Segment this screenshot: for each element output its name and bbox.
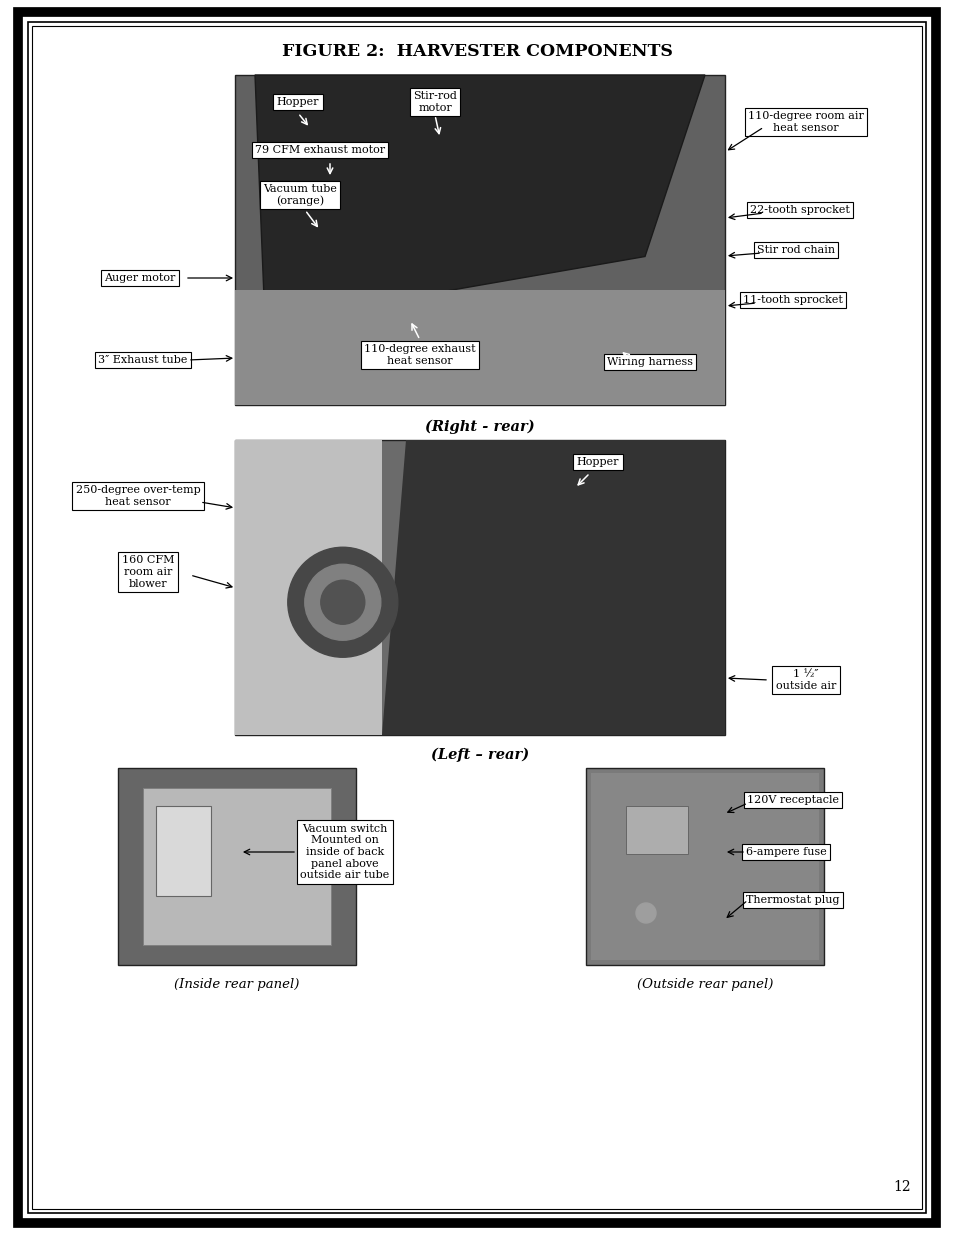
Text: (Inside rear panel): (Inside rear panel) [174, 978, 299, 990]
Text: Auger motor: Auger motor [104, 273, 175, 283]
Text: 3″ Exhaust tube: 3″ Exhaust tube [98, 354, 188, 366]
Bar [234, 440, 381, 735]
Text: 110-degree exhaust
heat sensor: 110-degree exhaust heat sensor [364, 345, 476, 366]
Bar [118, 768, 355, 965]
Bar [156, 806, 211, 897]
Text: Vacuum tube
(orange): Vacuum tube (orange) [263, 184, 336, 206]
Text: Stir rod chain: Stir rod chain [756, 245, 834, 254]
Text: FIGURE 2:  HARVESTER COMPONENTS: FIGURE 2: HARVESTER COMPONENTS [281, 43, 672, 61]
Text: Thermostat plug: Thermostat plug [745, 895, 839, 905]
Text: (Left – rear): (Left – rear) [431, 748, 529, 762]
Polygon shape [381, 440, 724, 735]
Text: Wiring harness: Wiring harness [606, 357, 692, 367]
Text: 120V receptacle: 120V receptacle [746, 795, 838, 805]
Text: Hopper: Hopper [577, 457, 618, 467]
Polygon shape [254, 75, 704, 322]
Text: 12: 12 [892, 1179, 910, 1194]
Text: 250-degree over-temp
heat sensor: 250-degree over-temp heat sensor [75, 485, 200, 506]
Text: (Outside rear panel): (Outside rear panel) [637, 978, 772, 990]
Text: 11-tooth sprocket: 11-tooth sprocket [742, 295, 842, 305]
Text: 22-tooth sprocket: 22-tooth sprocket [749, 205, 849, 215]
Bar [143, 788, 331, 945]
Text: 6-ampere fuse: 6-ampere fuse [745, 847, 825, 857]
Text: 79 CFM exhaust motor: 79 CFM exhaust motor [254, 144, 385, 156]
Circle shape [288, 547, 397, 657]
Text: Stir-rod
motor: Stir-rod motor [413, 91, 456, 112]
Bar [234, 75, 724, 405]
Circle shape [636, 903, 656, 923]
Circle shape [304, 564, 380, 640]
Bar [625, 806, 687, 853]
Circle shape [320, 580, 364, 624]
Bar [590, 773, 818, 960]
Text: 160 CFM
room air
blower: 160 CFM room air blower [122, 556, 174, 589]
Text: (Right - rear): (Right - rear) [425, 420, 535, 435]
Text: Hopper: Hopper [276, 98, 319, 107]
Bar [585, 768, 823, 965]
Bar [234, 440, 724, 735]
Text: 1 ½″
outside air: 1 ½″ outside air [775, 669, 836, 690]
Bar [234, 289, 724, 405]
Text: Vacuum switch
Mounted on
inside of back
panel above
outside air tube: Vacuum switch Mounted on inside of back … [300, 824, 389, 881]
Text: 110-degree room air
heat sensor: 110-degree room air heat sensor [747, 111, 863, 133]
